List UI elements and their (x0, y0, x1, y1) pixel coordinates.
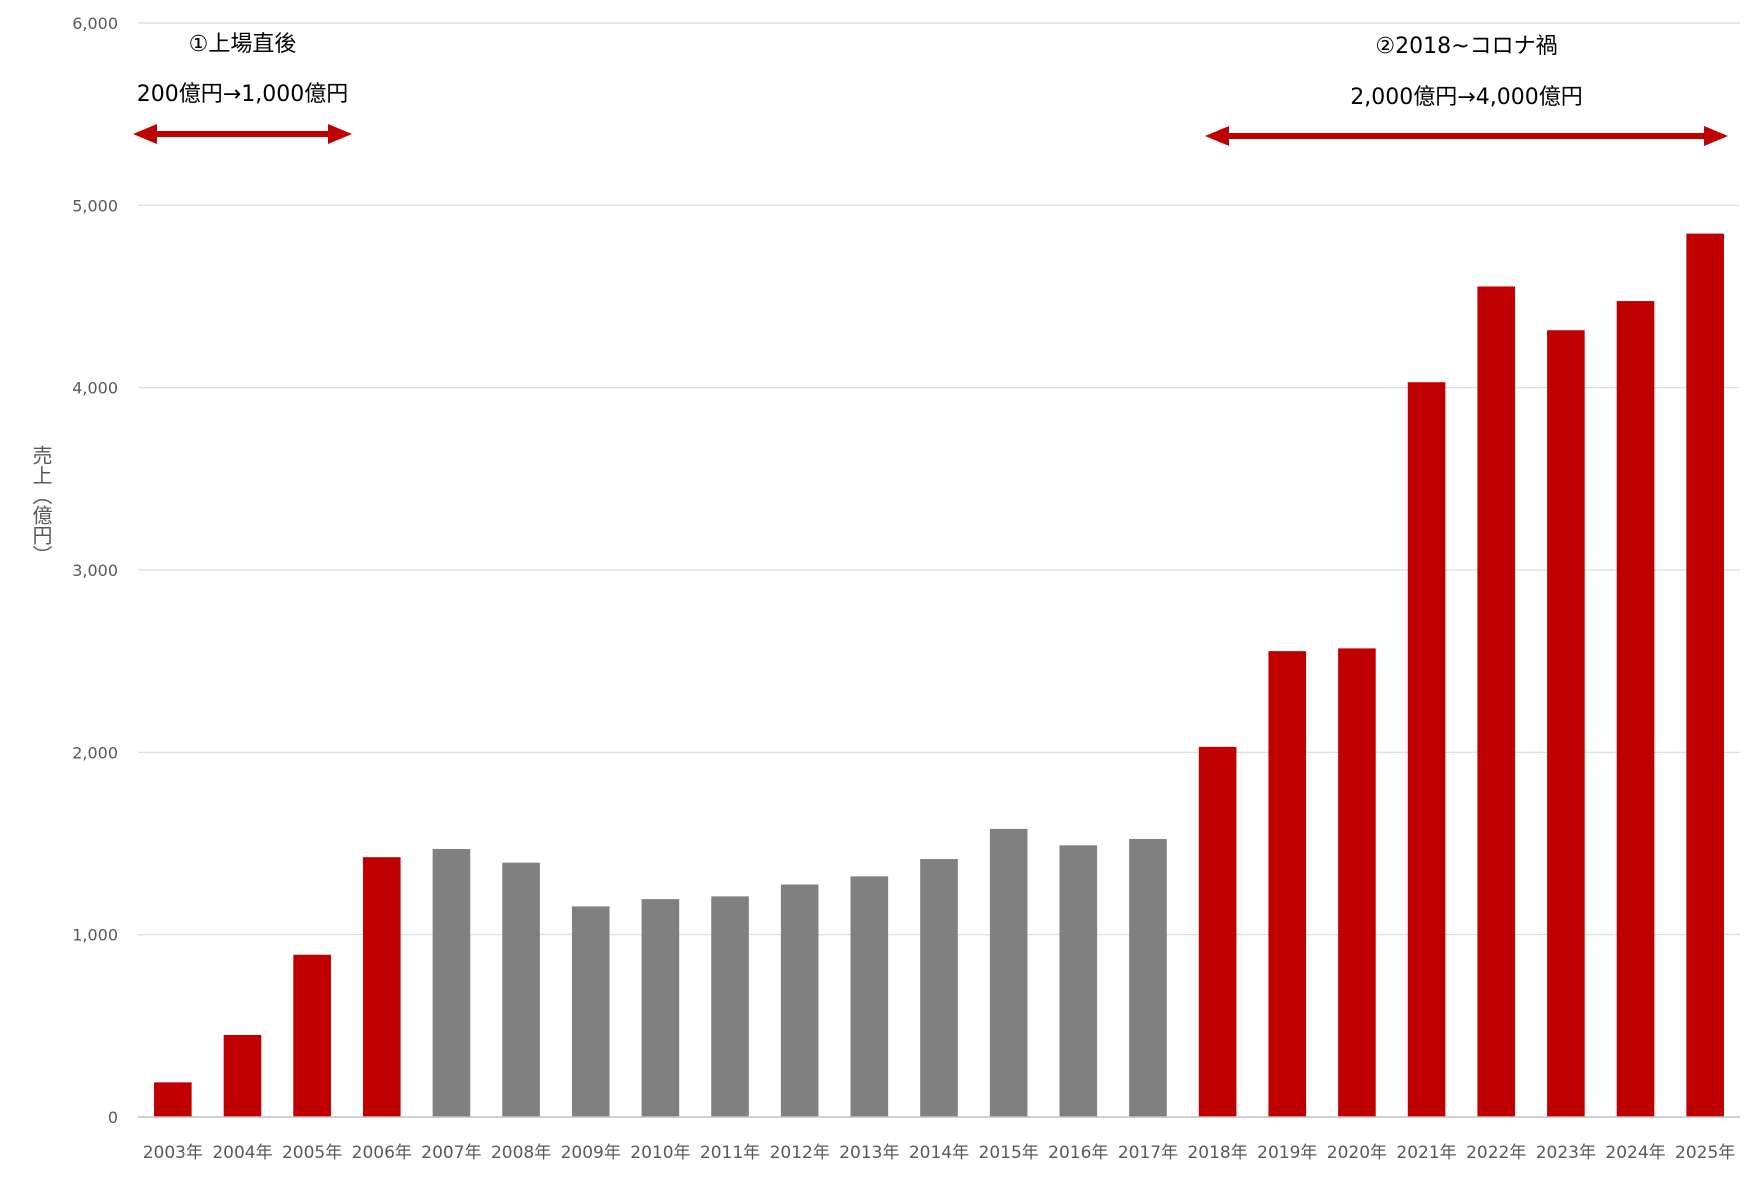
annotation-subtitle: 200億円→1,000億円 (137, 82, 348, 107)
annotation-arrow-head-left (133, 124, 157, 144)
y-axis-ticks: 0 1,000 2,000 3,000 4,000 5,000 6,000 (72, 14, 118, 1127)
y-tick-label: 0 (108, 1108, 118, 1127)
bar-2011年 (711, 896, 749, 1117)
bar-2020年 (1338, 648, 1376, 1117)
x-tick-label: 2022年 (1466, 1143, 1526, 1163)
bar-2018年 (1198, 746, 1237, 1117)
x-axis-ticks: 2003年 2004年 2005年 2006年 2007年 2008年 2009年 2010年… (143, 1143, 1736, 1163)
y-tick-label: 1,000 (72, 926, 118, 945)
y-tick-label: 6,000 (72, 14, 118, 33)
x-tick-label: 2012年 (770, 1143, 830, 1163)
x-tick-label: 2011年 (700, 1143, 760, 1163)
annotation-arrow-head-right (1704, 126, 1728, 146)
bar-2006年 (362, 857, 401, 1117)
bar-2014年 (920, 858, 958, 1117)
x-tick-label: 2008年 (491, 1143, 551, 1163)
bar-2005年 (293, 954, 331, 1117)
bar-2024年 (1616, 301, 1655, 1117)
x-tick-label: 2010年 (630, 1143, 690, 1163)
x-tick-label: 2025年 (1675, 1143, 1735, 1163)
annotations: ①上場直後 200億円→1,000億円 ②2018~コロナ禍 2,000億円→4,00… (133, 32, 1728, 146)
x-tick-label: 2021年 (1396, 1143, 1456, 1163)
bar-2008年 (502, 862, 540, 1117)
x-tick-label: 2018年 (1187, 1143, 1247, 1163)
bar-2021年 (1407, 382, 1446, 1117)
x-tick-label: 2007年 (421, 1143, 481, 1163)
bar-2007年 (432, 848, 471, 1117)
bar-2017年 (1129, 838, 1167, 1117)
bar-2023年 (1547, 330, 1585, 1117)
x-tick-label: 2014年 (909, 1143, 969, 1163)
bar-2012年 (780, 884, 819, 1117)
bar-2010年 (641, 899, 680, 1117)
x-tick-label: 2005年 (282, 1143, 342, 1163)
x-tick-label: 2016年 (1048, 1143, 1108, 1163)
x-tick-label: 2009年 (561, 1143, 621, 1163)
x-tick-label: 2019年 (1257, 1143, 1317, 1163)
annotation-title: ①上場直後 (189, 32, 297, 57)
y-tick-label: 4,000 (72, 379, 118, 398)
y-axis-label: 売上（億円） (29, 445, 53, 565)
y-tick-label: 2,000 (72, 743, 118, 762)
x-tick-label: 2015年 (979, 1143, 1039, 1163)
annotation-title: ②2018~コロナ禍 (1375, 34, 1557, 59)
bar-2015年 (989, 828, 1028, 1117)
bar-2004年 (223, 1034, 262, 1117)
gridlines (138, 22, 1740, 936)
y-tick-label: 3,000 (72, 561, 118, 580)
x-tick-label: 2004年 (212, 1143, 272, 1163)
x-tick-label: 2006年 (352, 1143, 412, 1163)
annotation-arrow-head-right (328, 124, 352, 144)
annotation-subtitle: 2,000億円→4,000億円 (1350, 85, 1582, 110)
bar-2016年 (1059, 845, 1098, 1117)
bar-2019年 (1268, 651, 1307, 1117)
y-tick-label: 5,000 (72, 196, 118, 215)
x-tick-label: 2003年 (143, 1143, 203, 1163)
bar-2009年 (571, 906, 610, 1117)
x-tick-label: 2020年 (1327, 1143, 1387, 1163)
bar-2022年 (1477, 286, 1516, 1117)
x-tick-label: 2023年 (1536, 1143, 1596, 1163)
bar-2013年 (850, 876, 889, 1117)
bar-2003年 (154, 1082, 192, 1117)
x-tick-label: 2024年 (1605, 1143, 1665, 1163)
bars (154, 233, 1724, 1118)
x-tick-label: 2013年 (839, 1143, 899, 1163)
bar-2025年 (1686, 233, 1724, 1118)
annotation-arrow-head-left (1205, 126, 1229, 146)
x-tick-label: 2017年 (1118, 1143, 1178, 1163)
